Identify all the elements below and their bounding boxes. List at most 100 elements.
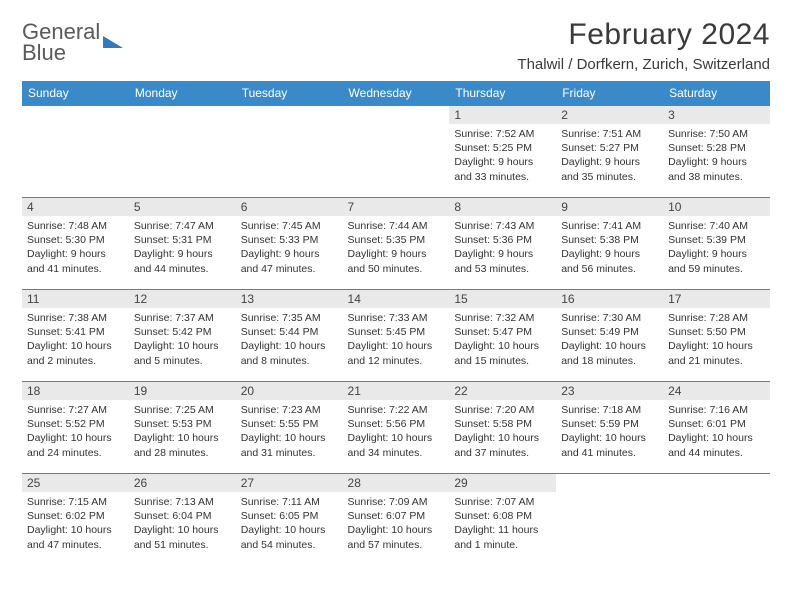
day-details: Sunrise: 7:44 AMSunset: 5:35 PMDaylight:… <box>346 219 447 276</box>
day-number: 29 <box>449 474 556 492</box>
calendar-cell: 13 Sunrise: 7:35 AMSunset: 5:44 PMDayligh… <box>236 290 343 382</box>
calendar-cell: 3 Sunrise: 7:50 AMSunset: 5:28 PMDaylight… <box>663 106 770 198</box>
calendar-cell: 12Sunrise: 7:37 AMSunset: 5:42 PMDayligh… <box>129 290 236 382</box>
day-number: 7 <box>343 198 450 216</box>
day-details: Sunrise: 7:20 AMSunset: 5:58 PMDaylight:… <box>452 403 553 460</box>
day-details: Sunrise: 7:13 AMSunset: 6:04 PMDaylight:… <box>132 495 233 552</box>
day-details: Sunrise: 7:48 AMSunset: 5:30 PMDaylight:… <box>25 219 126 276</box>
calendar-cell: 8 Sunrise: 7:43 AMSunset: 5:36 PMDaylight… <box>449 198 556 290</box>
day-number: 20 <box>236 382 343 400</box>
calendar-cell: 28Sunrise: 7:09 AMSunset: 6:07 PMDayligh… <box>343 474 450 566</box>
day-number: 1 <box>449 106 556 124</box>
calendar-cell: 14 Sunrise: 7:33 AMSunset: 5:45 PMDayligh… <box>343 290 450 382</box>
calendar-cell: 25 Sunrise: 7:15 AMSunset: 6:02 PMDayligh… <box>22 474 129 566</box>
day-number: 2 <box>556 106 663 124</box>
day-number: 28 <box>343 474 450 492</box>
calendar-cell: 19Sunrise: 7:25 AMSunset: 5:53 PMDayligh… <box>129 382 236 474</box>
calendar-cell <box>663 474 770 566</box>
month-title: February 2024 <box>517 18 770 52</box>
day-number: 8 <box>449 198 556 216</box>
calendar-cell: 20 Sunrise: 7:23 AMSunset: 5:55 PMDayligh… <box>236 382 343 474</box>
day-details: Sunrise: 7:25 AMSunset: 5:53 PMDaylight:… <box>132 403 233 460</box>
calendar-cell: 1 Sunrise: 7:52 AMSunset: 5:25 PMDaylight… <box>449 106 556 198</box>
day-number: 4 <box>22 198 129 216</box>
calendar-cell: 24 Sunrise: 7:16 AMSunset: 6:01 PMDayligh… <box>663 382 770 474</box>
day-number: 26 <box>129 474 236 492</box>
header: General Blue February 2024 Thalwil / Dor… <box>22 18 770 73</box>
day-number: 24 <box>663 382 770 400</box>
location: Thalwil / Dorfkern, Zurich, Switzerland <box>517 56 770 73</box>
calendar-cell <box>236 106 343 198</box>
calendar-cell: 18Sunrise: 7:27 AMSunset: 5:52 PMDayligh… <box>22 382 129 474</box>
calendar-cell: 27Sunrise: 7:11 AMSunset: 6:05 PMDayligh… <box>236 474 343 566</box>
day-details: Sunrise: 7:22 AMSunset: 5:56 PMDaylight:… <box>346 403 447 460</box>
day-details: Sunrise: 7:40 AMSunset: 5:39 PMDaylight:… <box>666 219 767 276</box>
calendar-week: 25 Sunrise: 7:15 AMSunset: 6:02 PMDayligh… <box>22 474 770 566</box>
calendar-cell: 11 Sunrise: 7:38 AMSunset: 5:41 PMDayligh… <box>22 290 129 382</box>
day-details: Sunrise: 7:47 AMSunset: 5:31 PMDaylight:… <box>132 219 233 276</box>
day-details: Sunrise: 7:52 AMSunset: 5:25 PMDaylight:… <box>452 127 553 184</box>
day-details: Sunrise: 7:45 AMSunset: 5:33 PMDaylight:… <box>239 219 340 276</box>
day-header: Thursday <box>449 81 556 106</box>
day-number: 16 <box>556 290 663 308</box>
day-details: Sunrise: 7:51 AMSunset: 5:27 PMDaylight:… <box>559 127 660 184</box>
day-details: Sunrise: 7:27 AMSunset: 5:52 PMDaylight:… <box>25 403 126 460</box>
calendar-week: 1 Sunrise: 7:52 AMSunset: 5:25 PMDaylight… <box>22 106 770 198</box>
day-details: Sunrise: 7:43 AMSunset: 5:36 PMDaylight:… <box>452 219 553 276</box>
day-details: Sunrise: 7:30 AMSunset: 5:49 PMDaylight:… <box>559 311 660 368</box>
day-header: Saturday <box>663 81 770 106</box>
day-details: Sunrise: 7:15 AMSunset: 6:02 PMDaylight:… <box>25 495 126 552</box>
day-details: Sunrise: 7:23 AMSunset: 5:55 PMDaylight:… <box>239 403 340 460</box>
day-header: Wednesday <box>343 81 450 106</box>
day-number: 21 <box>343 382 450 400</box>
calendar-cell: 16 Sunrise: 7:30 AMSunset: 5:49 PMDayligh… <box>556 290 663 382</box>
calendar-cell: 9Sunrise: 7:41 AMSunset: 5:38 PMDaylight… <box>556 198 663 290</box>
day-details: Sunrise: 7:37 AMSunset: 5:42 PMDaylight:… <box>132 311 233 368</box>
logo: General Blue <box>22 18 123 64</box>
calendar-cell: 21 Sunrise: 7:22 AMSunset: 5:56 PMDayligh… <box>343 382 450 474</box>
calendar-week: 18Sunrise: 7:27 AMSunset: 5:52 PMDayligh… <box>22 382 770 474</box>
day-details: Sunrise: 7:38 AMSunset: 5:41 PMDaylight:… <box>25 311 126 368</box>
calendar-cell: 26 Sunrise: 7:13 AMSunset: 6:04 PMDayligh… <box>129 474 236 566</box>
day-header: Sunday <box>22 81 129 106</box>
day-number: 23 <box>556 382 663 400</box>
day-header: Tuesday <box>236 81 343 106</box>
calendar-cell <box>129 106 236 198</box>
day-number: 27 <box>236 474 343 492</box>
day-header: Friday <box>556 81 663 106</box>
calendar-week: 4 Sunrise: 7:48 AMSunset: 5:30 PMDaylight… <box>22 198 770 290</box>
logo-line2: Blue <box>22 43 100 64</box>
calendar-cell: 4 Sunrise: 7:48 AMSunset: 5:30 PMDaylight… <box>22 198 129 290</box>
calendar-cell: 5Sunrise: 7:47 AMSunset: 5:31 PMDaylight… <box>129 198 236 290</box>
calendar-cell: 17 Sunrise: 7:28 AMSunset: 5:50 PMDayligh… <box>663 290 770 382</box>
calendar-cell <box>22 106 129 198</box>
day-details: Sunrise: 7:18 AMSunset: 5:59 PMDaylight:… <box>559 403 660 460</box>
calendar-cell: 2 Sunrise: 7:51 AMSunset: 5:27 PMDaylight… <box>556 106 663 198</box>
day-details: Sunrise: 7:50 AMSunset: 5:28 PMDaylight:… <box>666 127 767 184</box>
calendar-cell: 6Sunrise: 7:45 AMSunset: 5:33 PMDaylight… <box>236 198 343 290</box>
day-details: Sunrise: 7:07 AMSunset: 6:08 PMDaylight:… <box>452 495 553 552</box>
day-number: 13 <box>236 290 343 308</box>
day-number: 25 <box>22 474 129 492</box>
day-number: 3 <box>663 106 770 124</box>
calendar-cell: 22 Sunrise: 7:20 AMSunset: 5:58 PMDayligh… <box>449 382 556 474</box>
day-details: Sunrise: 7:16 AMSunset: 6:01 PMDaylight:… <box>666 403 767 460</box>
calendar-cell: 10 Sunrise: 7:40 AMSunset: 5:39 PMDayligh… <box>663 198 770 290</box>
day-details: Sunrise: 7:35 AMSunset: 5:44 PMDaylight:… <box>239 311 340 368</box>
calendar-cell: 15Sunrise: 7:32 AMSunset: 5:47 PMDayligh… <box>449 290 556 382</box>
day-header: Monday <box>129 81 236 106</box>
day-details: Sunrise: 7:32 AMSunset: 5:47 PMDaylight:… <box>452 311 553 368</box>
day-number: 11 <box>22 290 129 308</box>
day-details: Sunrise: 7:33 AMSunset: 5:45 PMDaylight:… <box>346 311 447 368</box>
day-number: 14 <box>343 290 450 308</box>
day-number: 9 <box>556 198 663 216</box>
day-number: 22 <box>449 382 556 400</box>
calendar-table: Sunday Monday Tuesday Wednesday Thursday… <box>22 81 770 566</box>
day-header-row: Sunday Monday Tuesday Wednesday Thursday… <box>22 81 770 106</box>
day-number: 17 <box>663 290 770 308</box>
day-number: 10 <box>663 198 770 216</box>
day-details: Sunrise: 7:28 AMSunset: 5:50 PMDaylight:… <box>666 311 767 368</box>
calendar-cell: 23 Sunrise: 7:18 AMSunset: 5:59 PMDayligh… <box>556 382 663 474</box>
logo-triangle-icon <box>103 36 123 48</box>
title-block: February 2024 Thalwil / Dorfkern, Zurich… <box>517 18 770 73</box>
